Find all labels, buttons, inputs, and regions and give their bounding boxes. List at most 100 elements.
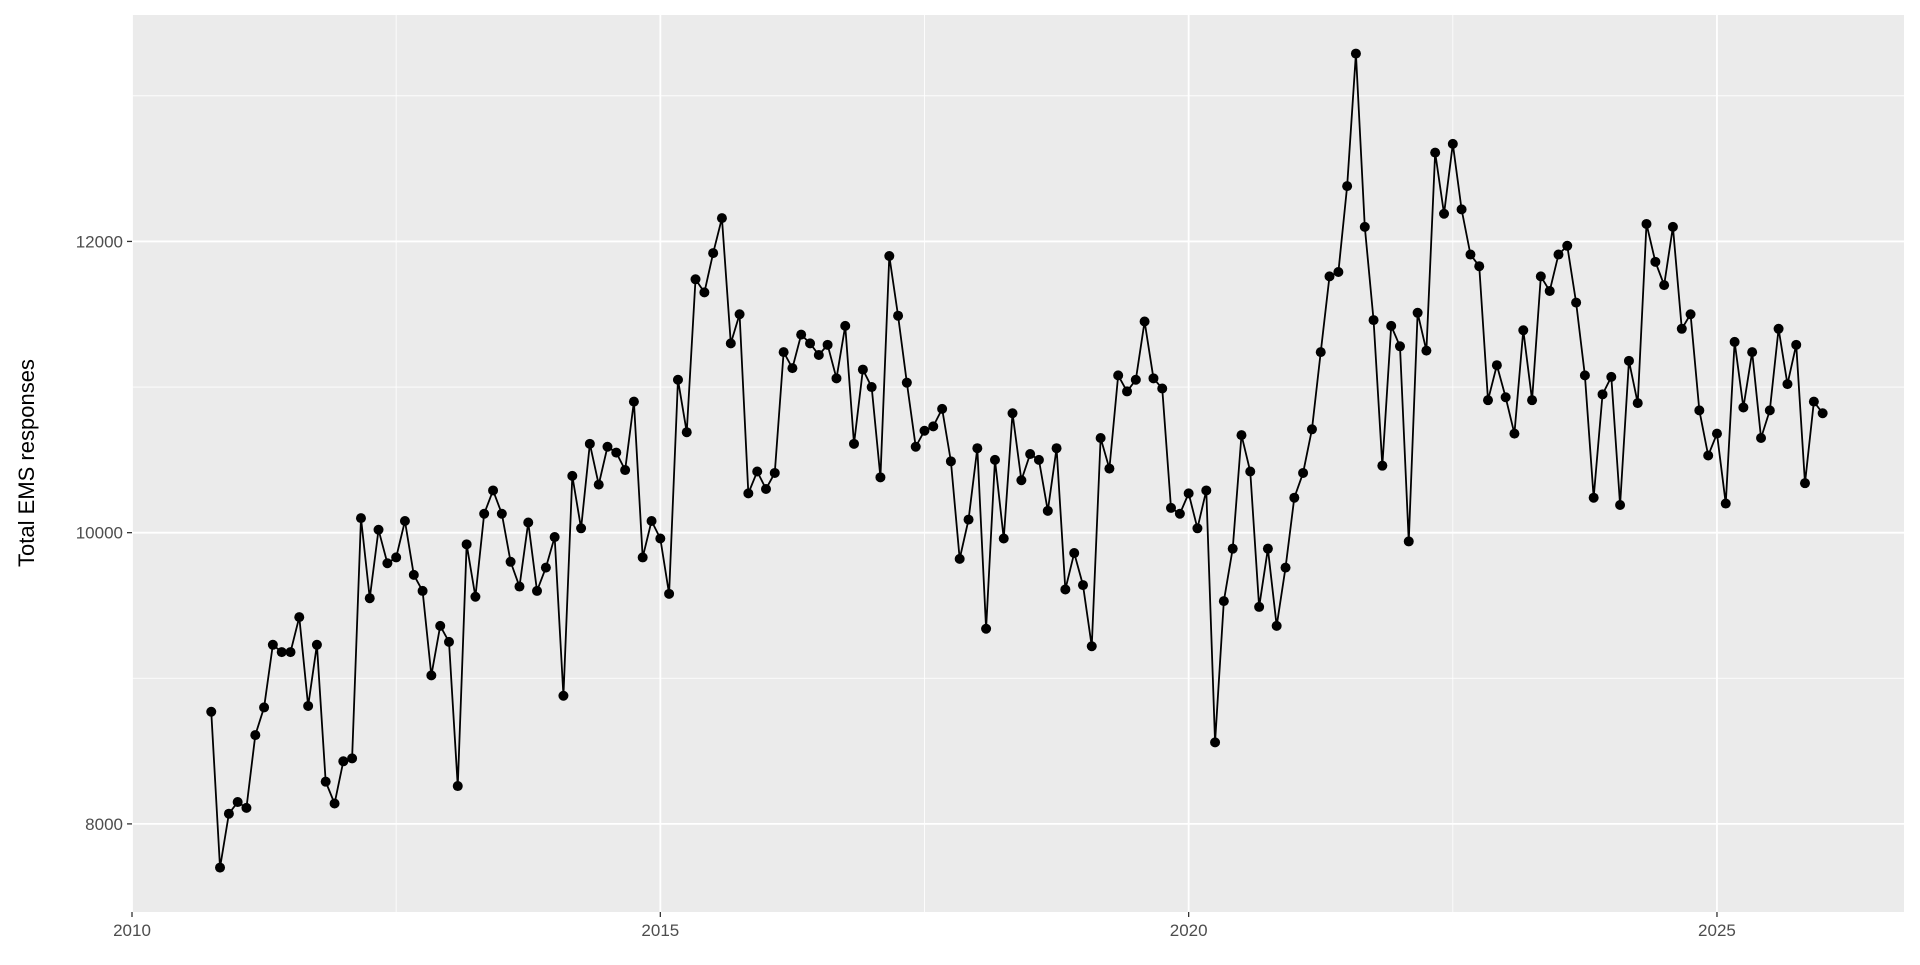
point [1817, 408, 1828, 419]
point [399, 516, 410, 527]
point [1386, 320, 1397, 331]
point [584, 438, 595, 449]
point [831, 373, 842, 384]
point [223, 808, 234, 819]
point [1694, 405, 1705, 416]
point [1571, 297, 1582, 308]
point [963, 514, 974, 525]
x-tick-label: 2020 [1170, 921, 1208, 940]
point [989, 454, 1000, 465]
point [840, 320, 851, 331]
point [910, 441, 921, 452]
point [1412, 307, 1423, 318]
point [875, 472, 886, 483]
point [294, 612, 305, 623]
point [1623, 355, 1634, 366]
point [1773, 323, 1784, 334]
point [1562, 240, 1573, 251]
point [532, 585, 543, 596]
point [373, 524, 384, 535]
point [769, 467, 780, 478]
point [347, 753, 358, 764]
y-tick-label: 10000 [76, 524, 123, 543]
point [285, 647, 296, 658]
point [1482, 395, 1493, 406]
point [637, 552, 648, 563]
point [1597, 389, 1608, 400]
point [435, 620, 446, 631]
point [1447, 138, 1458, 149]
point [708, 248, 719, 259]
x-tick-label: 2025 [1698, 921, 1736, 940]
point [443, 636, 454, 647]
point [479, 508, 490, 519]
point [1615, 500, 1626, 511]
point [1509, 428, 1520, 439]
point [250, 730, 261, 741]
point [1130, 374, 1141, 385]
point [1192, 523, 1203, 534]
point [206, 706, 217, 717]
point [1306, 424, 1317, 435]
point [628, 396, 639, 407]
point [1245, 466, 1256, 477]
point [857, 364, 868, 375]
point [1430, 147, 1441, 158]
point [743, 488, 754, 499]
point [1298, 467, 1309, 478]
point [1042, 505, 1053, 516]
point [1676, 323, 1687, 334]
point [928, 421, 939, 432]
point [329, 798, 340, 809]
point [796, 329, 807, 340]
point [1157, 383, 1168, 394]
point [1077, 580, 1088, 591]
point [1324, 271, 1335, 282]
x-tick-label: 2015 [641, 921, 679, 940]
point [998, 533, 1009, 544]
point [1148, 373, 1159, 384]
point [417, 585, 428, 596]
point [1650, 256, 1661, 267]
point [787, 363, 798, 374]
point [681, 427, 692, 438]
point [470, 591, 481, 602]
point [320, 776, 331, 787]
point [276, 647, 287, 658]
point [523, 517, 534, 528]
point [1333, 267, 1344, 278]
series [206, 48, 1828, 873]
point [1747, 347, 1758, 358]
point [805, 338, 816, 349]
point [1738, 402, 1749, 413]
point [1174, 508, 1185, 519]
point [1016, 475, 1027, 486]
point [1729, 336, 1740, 347]
point [1518, 325, 1529, 336]
point [1403, 536, 1414, 547]
point [567, 470, 578, 481]
point [1764, 405, 1775, 416]
point [391, 552, 402, 563]
point [901, 377, 912, 388]
point [1500, 392, 1511, 403]
point [1659, 280, 1670, 291]
point [241, 802, 252, 813]
point [778, 347, 789, 358]
point [919, 425, 930, 436]
point [1104, 463, 1115, 474]
point [540, 562, 551, 573]
x-tick-label: 2010 [113, 921, 151, 940]
point [311, 639, 322, 650]
point [954, 553, 965, 564]
point [215, 862, 226, 873]
point [1799, 478, 1810, 489]
point [1122, 386, 1133, 397]
point [232, 797, 243, 808]
point [945, 456, 956, 467]
point [1720, 498, 1731, 509]
point [1456, 204, 1467, 215]
point [1368, 315, 1379, 326]
point [426, 670, 437, 681]
point [760, 483, 771, 494]
